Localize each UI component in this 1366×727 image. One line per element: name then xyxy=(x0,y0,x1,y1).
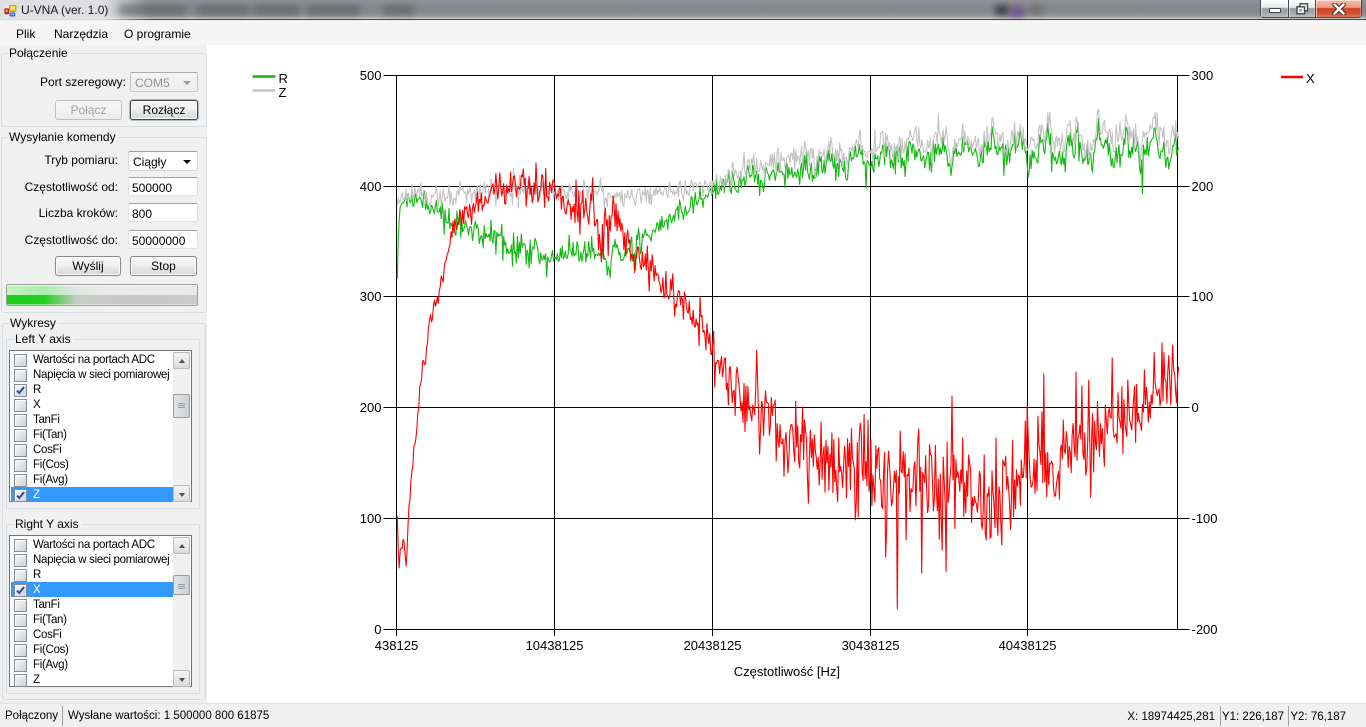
svg-text:200: 200 xyxy=(360,400,382,415)
svg-text:0: 0 xyxy=(1192,400,1199,415)
svg-text:400: 400 xyxy=(360,179,382,194)
svg-text:-100: -100 xyxy=(1192,511,1218,526)
svg-text:0: 0 xyxy=(374,622,381,637)
svg-text:X: X xyxy=(1306,71,1315,86)
svg-text:100: 100 xyxy=(1192,289,1214,304)
svg-text:Częstotliwość [Hz]: Częstotliwość [Hz] xyxy=(734,664,840,679)
svg-text:300: 300 xyxy=(1192,68,1214,83)
svg-text:R: R xyxy=(279,71,288,86)
svg-text:438125: 438125 xyxy=(375,638,418,653)
svg-text:10438125: 10438125 xyxy=(526,638,584,653)
svg-text:Z: Z xyxy=(279,85,287,100)
svg-text:300: 300 xyxy=(360,289,382,304)
svg-text:200: 200 xyxy=(1192,179,1214,194)
svg-text:100: 100 xyxy=(360,511,382,526)
svg-text:40438125: 40438125 xyxy=(999,638,1057,653)
svg-text:30438125: 30438125 xyxy=(842,638,900,653)
svg-text:20438125: 20438125 xyxy=(684,638,742,653)
svg-text:500: 500 xyxy=(360,68,382,83)
svg-text:-200: -200 xyxy=(1192,622,1218,637)
